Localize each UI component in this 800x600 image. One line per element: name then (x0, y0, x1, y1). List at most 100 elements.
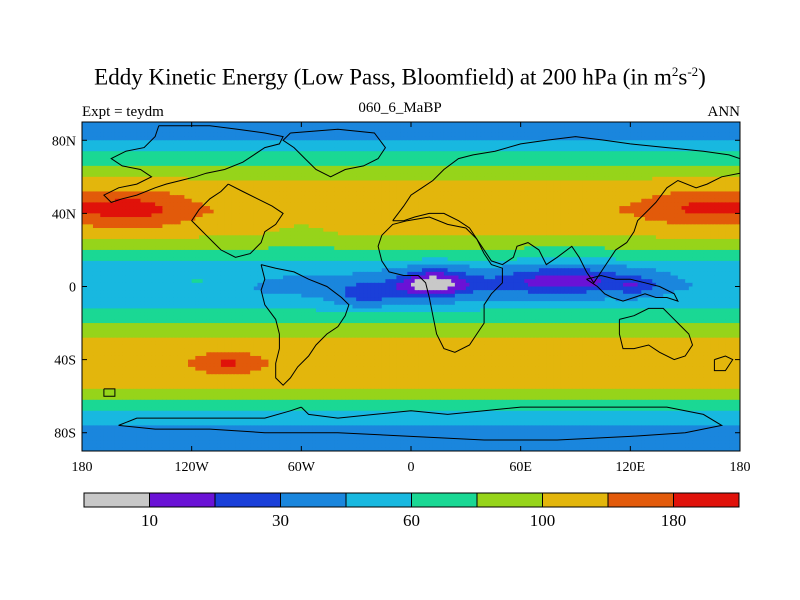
field-cell (89, 198, 94, 204)
field-cell (151, 132, 156, 138)
field-cell (111, 143, 116, 149)
field-cell (114, 176, 120, 182)
field-cell (560, 187, 566, 193)
field-cell (100, 169, 105, 174)
field-cell (729, 132, 734, 138)
field-cell (103, 136, 109, 141)
field-cell (89, 132, 94, 138)
field-cell (568, 165, 573, 171)
field-cell (378, 209, 383, 214)
field-cell (549, 173, 555, 178)
field-cell (385, 143, 390, 149)
field-cell (122, 169, 127, 174)
field-cell (414, 151, 419, 156)
field-cell (579, 122, 584, 127)
field-cell (677, 209, 683, 214)
field-cell (476, 169, 482, 174)
field-cell (619, 187, 624, 193)
field-cell (330, 125, 335, 130)
field-cell (392, 154, 397, 160)
field-cell (443, 154, 449, 160)
field-cell (118, 180, 123, 185)
field-cell (155, 173, 160, 178)
field-cell (272, 151, 277, 156)
field-cell (180, 169, 185, 174)
field-cell (231, 129, 237, 134)
field-cell (264, 162, 270, 167)
field-cell (166, 191, 171, 196)
field-cell (513, 184, 518, 189)
field-cell (345, 209, 350, 214)
field-cell (155, 220, 160, 225)
field-cell (290, 202, 295, 207)
field-cell (502, 158, 507, 163)
field-cell (118, 154, 123, 160)
field-cell (367, 176, 372, 182)
field-cell (674, 176, 679, 182)
field-cell (582, 173, 588, 178)
field-cell (655, 180, 661, 185)
field-cell (250, 195, 255, 200)
field-cell (286, 202, 291, 207)
field-cell (619, 158, 624, 163)
field-cell (487, 132, 493, 138)
field-cell (268, 173, 273, 178)
field-cell (542, 129, 547, 134)
field-cell (392, 213, 397, 218)
field-cell (96, 184, 101, 189)
field-cell (239, 198, 244, 204)
field-cell (209, 147, 215, 152)
field-cell (151, 165, 156, 171)
field-cell (674, 180, 679, 185)
field-cell (696, 173, 701, 178)
field-cell (725, 147, 730, 152)
field-cell (100, 158, 105, 163)
field-cell (670, 147, 675, 152)
field-cell (323, 154, 328, 160)
field-cell (469, 129, 474, 134)
field-cell (692, 154, 697, 160)
field-cell (396, 151, 401, 156)
field-cell (633, 154, 639, 160)
field-cell (582, 184, 588, 189)
field-cell (294, 165, 299, 171)
field-cell (242, 147, 248, 152)
field-cell (213, 173, 218, 178)
field-cell (469, 125, 474, 130)
field-cell (294, 140, 299, 145)
field-cell (721, 180, 726, 185)
field-cell (308, 198, 313, 204)
field-cell (564, 220, 569, 225)
field-cell (239, 213, 244, 218)
field-cell (454, 202, 460, 207)
field-cell (217, 187, 222, 193)
field-cell (473, 180, 478, 185)
field-cell (546, 169, 551, 174)
field-cell (96, 209, 101, 214)
field-cell (180, 165, 185, 171)
field-cell (301, 191, 306, 196)
field-cell (118, 158, 123, 163)
field-cell (685, 198, 690, 204)
field-cell (498, 202, 503, 207)
field-cell (469, 195, 474, 200)
field-cell (626, 180, 631, 185)
field-cell (655, 195, 661, 200)
field-cell (443, 140, 449, 145)
field-cell (378, 125, 383, 130)
field-cell (480, 143, 485, 149)
field-cell (326, 198, 332, 204)
field-cell (228, 125, 233, 130)
field-cell (250, 180, 255, 185)
field-cell (319, 202, 324, 207)
field-cell (436, 132, 441, 138)
field-cell (312, 202, 317, 207)
field-cell (235, 140, 240, 145)
field-cell (663, 165, 668, 171)
field-cell (633, 173, 639, 178)
field-cell (681, 151, 686, 156)
field-cell (370, 173, 376, 178)
field-cell (710, 176, 716, 182)
field-cell (524, 202, 529, 207)
field-cell (524, 173, 529, 178)
